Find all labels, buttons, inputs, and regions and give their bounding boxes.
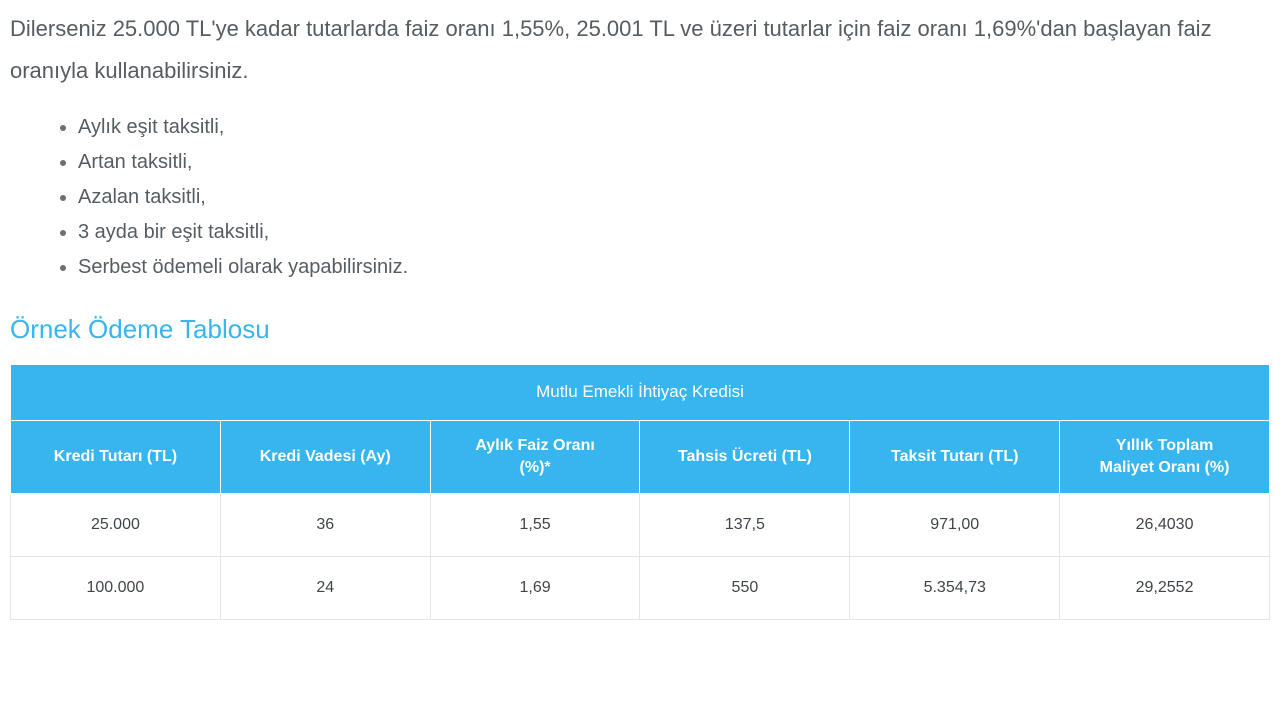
page-content: Dilerseniz 25.000 TL'ye kadar tutarlarda…	[0, 0, 1280, 620]
cell-rate: 1,55	[430, 493, 640, 556]
cell-installment: 971,00	[850, 493, 1060, 556]
payment-options-list: Aylık eşit taksitli, Artan taksitli, Aza…	[50, 110, 1270, 285]
cell-apr: 29,2552	[1060, 556, 1270, 619]
cell-rate: 1,69	[430, 556, 640, 619]
cell-fee: 550	[640, 556, 850, 619]
col-header-apr-line1: Yıllık Toplam	[1070, 435, 1259, 457]
section-heading: Örnek Ödeme Tablosu	[10, 313, 1270, 347]
table-title: Mutlu Emekli İhtiyaç Kredisi	[11, 365, 1270, 421]
col-header-installment: Taksit Tutarı (TL)	[850, 421, 1060, 493]
cell-installment: 5.354,73	[850, 556, 1060, 619]
col-header-rate-line1: Aylık Faiz Oranı	[441, 435, 630, 457]
cell-fee: 137,5	[640, 493, 850, 556]
cell-term: 36	[220, 493, 430, 556]
cell-term: 24	[220, 556, 430, 619]
table-row: 100.000 24 1,69 550 5.354,73 29,2552	[11, 556, 1270, 619]
cell-amount: 25.000	[11, 493, 221, 556]
cell-amount: 100.000	[11, 556, 221, 619]
list-item: 3 ayda bir eşit taksitli,	[78, 215, 1270, 250]
col-header-rate-line2: (%)*	[441, 457, 630, 479]
cell-apr: 26,4030	[1060, 493, 1270, 556]
col-header-rate: Aylık Faiz Oranı (%)*	[430, 421, 640, 493]
col-header-apr: Yıllık Toplam Maliyet Oranı (%)	[1060, 421, 1270, 493]
list-item: Artan taksitli,	[78, 145, 1270, 180]
list-item: Aylık eşit taksitli,	[78, 110, 1270, 145]
col-header-fee: Tahsis Ücreti (TL)	[640, 421, 850, 493]
col-header-apr-line2: Maliyet Oranı (%)	[1070, 457, 1259, 479]
intro-paragraph: Dilerseniz 25.000 TL'ye kadar tutarlarda…	[10, 8, 1270, 92]
table-row: 25.000 36 1,55 137,5 971,00 26,4030	[11, 493, 1270, 556]
payment-table: Mutlu Emekli İhtiyaç Kredisi Kredi Tutar…	[10, 364, 1270, 619]
col-header-term: Kredi Vadesi (Ay)	[220, 421, 430, 493]
list-item: Azalan taksitli,	[78, 180, 1270, 215]
payment-table-wrap: Mutlu Emekli İhtiyaç Kredisi Kredi Tutar…	[10, 364, 1270, 619]
list-item: Serbest ödemeli olarak yapabilirsiniz.	[78, 250, 1270, 285]
col-header-amount: Kredi Tutarı (TL)	[11, 421, 221, 493]
